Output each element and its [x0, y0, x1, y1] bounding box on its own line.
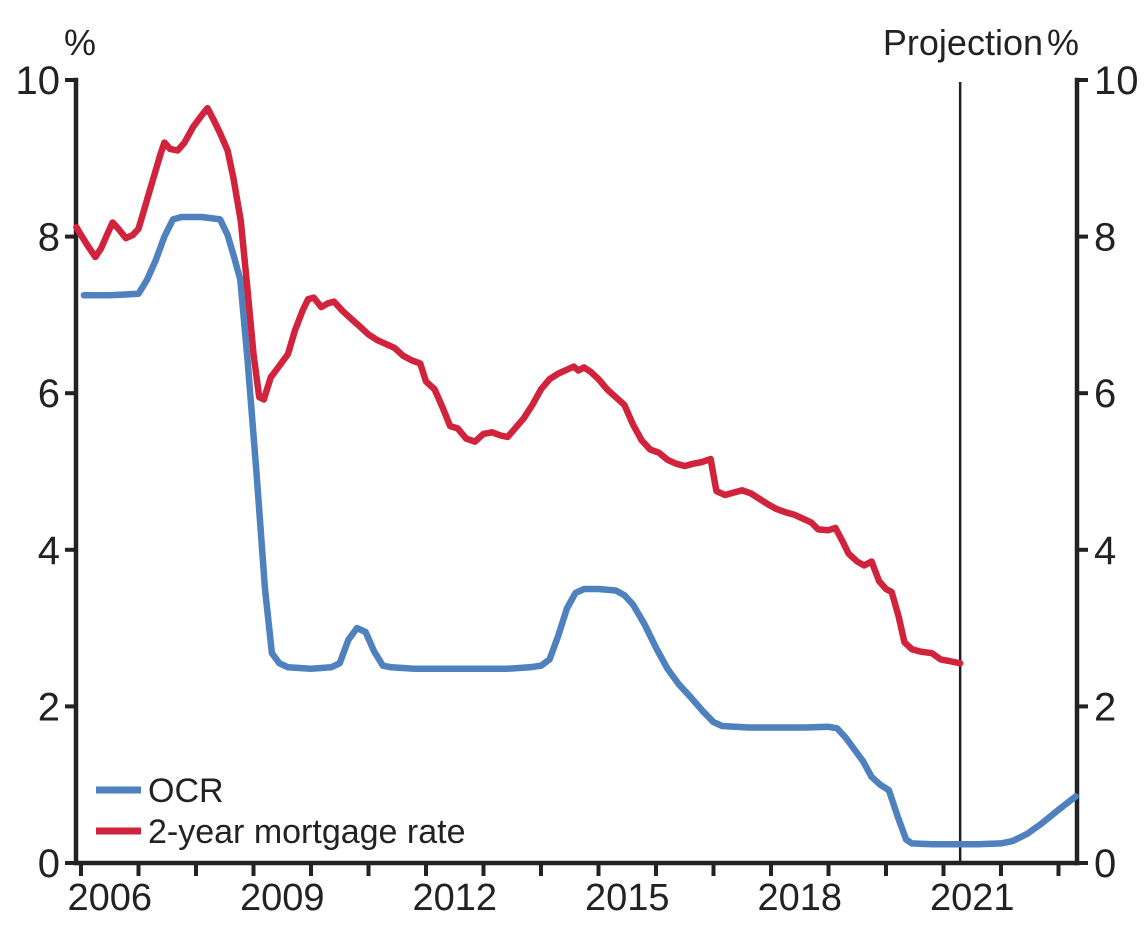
left-y-tick-label: 0: [38, 842, 60, 886]
right-y-tick-label: 8: [1094, 216, 1116, 260]
left-y-tick-label: 6: [38, 372, 60, 416]
left-y-tick-label: 10: [16, 59, 61, 103]
legend-ocr-label: OCR: [148, 772, 224, 810]
series-line-mortgage-rate: [73, 104, 964, 667]
x-tick-label: 2006: [67, 877, 152, 919]
axes-spines: [73, 77, 1080, 866]
right-y-tick-label: 2: [1094, 685, 1116, 729]
left-axis-unit-label: %: [64, 22, 96, 63]
data-series: [73, 104, 1079, 848]
x-tick-label: 2012: [412, 877, 497, 919]
x-tick-label: 2021: [930, 877, 1015, 919]
x-tick-label: 2009: [240, 877, 325, 919]
series-line-ocr: [80, 213, 1079, 848]
legend: OCR 2-year mortgage rate: [96, 772, 466, 851]
axis-ticks: [65, 78, 1088, 876]
left-y-tick-label: 4: [38, 529, 60, 573]
axis-tick-labels: 0 0 2 2 4 4 6 6 8 8 10 10 2006 2009 2012 2015 2018 2021: [16, 59, 1139, 919]
x-tick-label: 2015: [585, 877, 670, 919]
left-y-tick-label: 2: [38, 685, 60, 729]
right-y-tick-label: 6: [1094, 372, 1116, 416]
right-axis-unit-label: %: [1047, 22, 1079, 63]
right-y-tick-label: 4: [1094, 529, 1116, 573]
x-tick-label: 2018: [757, 877, 842, 919]
legend-mortgage-label: 2-year mortgage rate: [148, 813, 466, 851]
right-y-tick-label: 0: [1094, 842, 1116, 886]
left-y-tick-label: 8: [38, 216, 60, 260]
projection-label: Projection: [883, 22, 1043, 63]
right-y-tick-label: 10: [1094, 59, 1139, 103]
